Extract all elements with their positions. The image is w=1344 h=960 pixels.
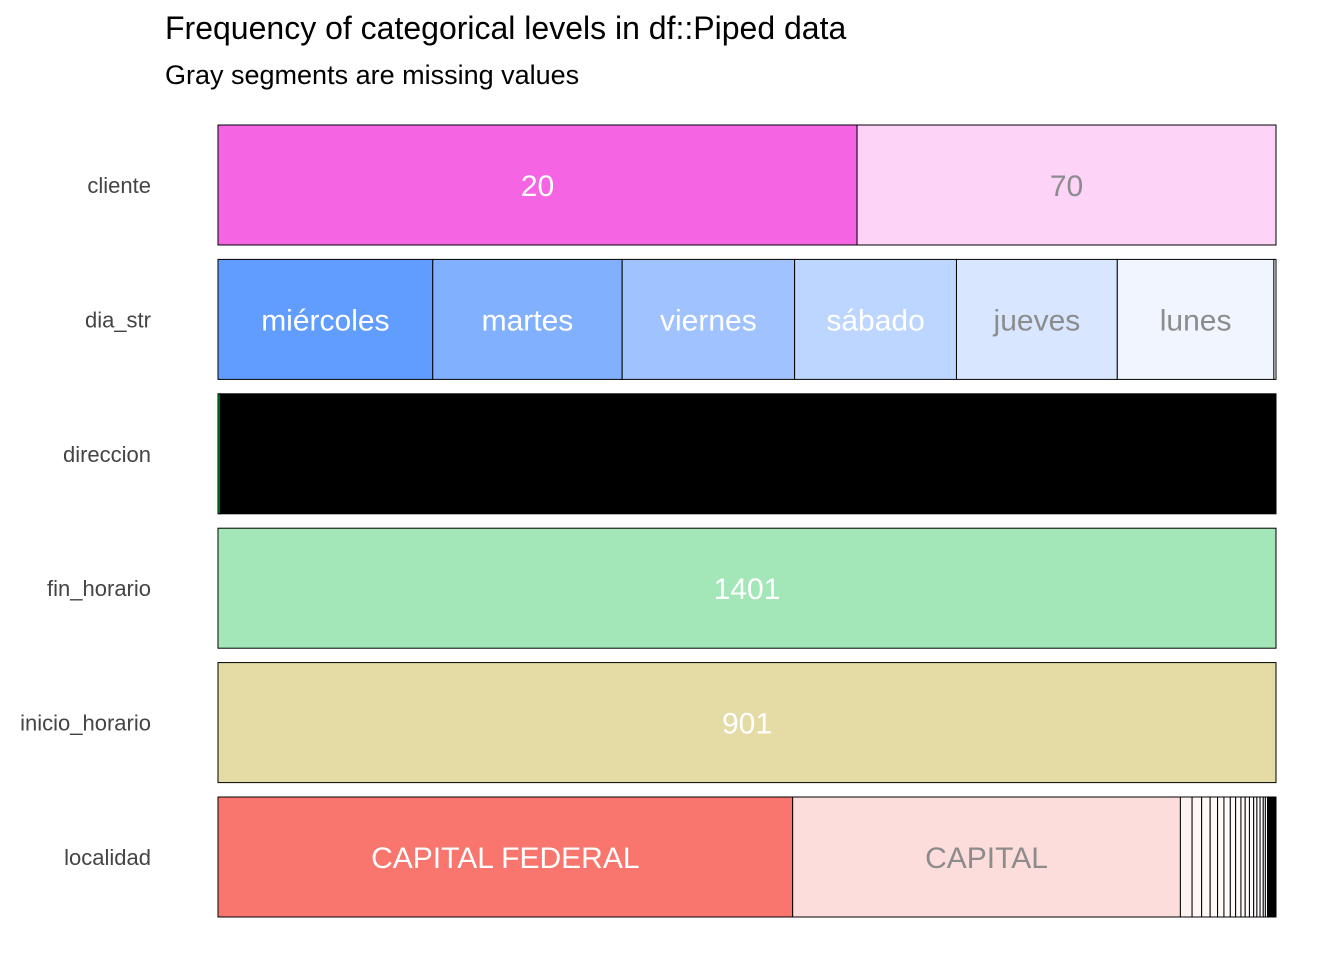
segment-label-localidad-0: CAPITAL FEDERAL xyxy=(371,842,639,875)
segment-label-fin_horario-0: 1401 xyxy=(714,573,781,606)
segment-label-dia_str-1: martes xyxy=(482,304,574,337)
bar-segment-localidad-7 xyxy=(1223,796,1231,918)
row-label-dia_str: dia_str xyxy=(85,307,151,332)
segment-label-localidad-1: CAPITAL xyxy=(925,842,1048,875)
bar-segment-localidad-2 xyxy=(1179,796,1193,918)
row-label-localidad: localidad xyxy=(64,845,151,870)
segment-label-dia_str-5: lunes xyxy=(1160,304,1232,337)
row-label-inicio_horario: inicio_horario xyxy=(20,711,151,736)
row-label-direccion: direccion xyxy=(63,442,151,467)
segment-label-dia_str-2: viernes xyxy=(660,304,757,337)
bars-layer: cliente 20 70 dia_str miércoles martes viernes… xyxy=(20,124,1277,918)
bar-segment-dia_str-6 xyxy=(1273,258,1277,380)
segment-label-cliente-0: 20 xyxy=(521,170,554,203)
bar-segment-localidad-4 xyxy=(1201,796,1211,918)
bar-segment-cliente-1 xyxy=(856,124,1277,246)
bar-segment-dia_str-3 xyxy=(794,258,957,380)
bar-segment-direccion-1 xyxy=(219,393,1277,515)
segment-label-dia_str-0: miércoles xyxy=(261,304,389,337)
chart-subtitle: Gray segments are missing values xyxy=(165,60,580,90)
bar-segment-localidad-0 xyxy=(217,796,794,918)
bar-segment-localidad-3 xyxy=(1191,796,1203,918)
segment-label-cliente-1: 70 xyxy=(1050,170,1083,203)
bar-segment-localidad-1 xyxy=(792,796,1181,918)
chart-title: Frequency of categorical levels in df::P… xyxy=(165,10,847,46)
segment-label-dia_str-3: sábado xyxy=(826,304,924,337)
bar-segment-localidad-10 xyxy=(1240,796,1246,918)
bar-segment-dia_str-2 xyxy=(621,258,796,380)
bar-segment-localidad-9 xyxy=(1235,796,1242,918)
bar-segment-localidad-5 xyxy=(1209,796,1219,918)
row-label-fin_horario: fin_horario xyxy=(47,576,151,601)
bar-segment-cliente-0 xyxy=(217,124,858,246)
bar-segment-dia_str-0 xyxy=(217,258,434,380)
bar-segment-dia_str-4 xyxy=(955,258,1118,380)
bar-segment-dia_str-1 xyxy=(432,258,623,380)
bar-segment-dia_str-5 xyxy=(1116,258,1275,380)
bar-segment-localidad-8 xyxy=(1229,796,1237,918)
bar-segment-fin_horario-0 xyxy=(217,527,1277,649)
bar-segment-localidad-12 xyxy=(1248,796,1255,918)
bar-segment-localidad-6 xyxy=(1217,796,1225,918)
bar-segment-inicio_horario-0 xyxy=(217,662,1277,784)
segment-label-dia_str-4: jueves xyxy=(993,304,1081,337)
segment-label-inicio_horario-0: 901 xyxy=(722,708,772,741)
bar-segment-localidad-11 xyxy=(1244,796,1250,918)
bar-segment-localidad-18 xyxy=(1267,796,1277,918)
row-label-cliente: cliente xyxy=(87,173,151,198)
